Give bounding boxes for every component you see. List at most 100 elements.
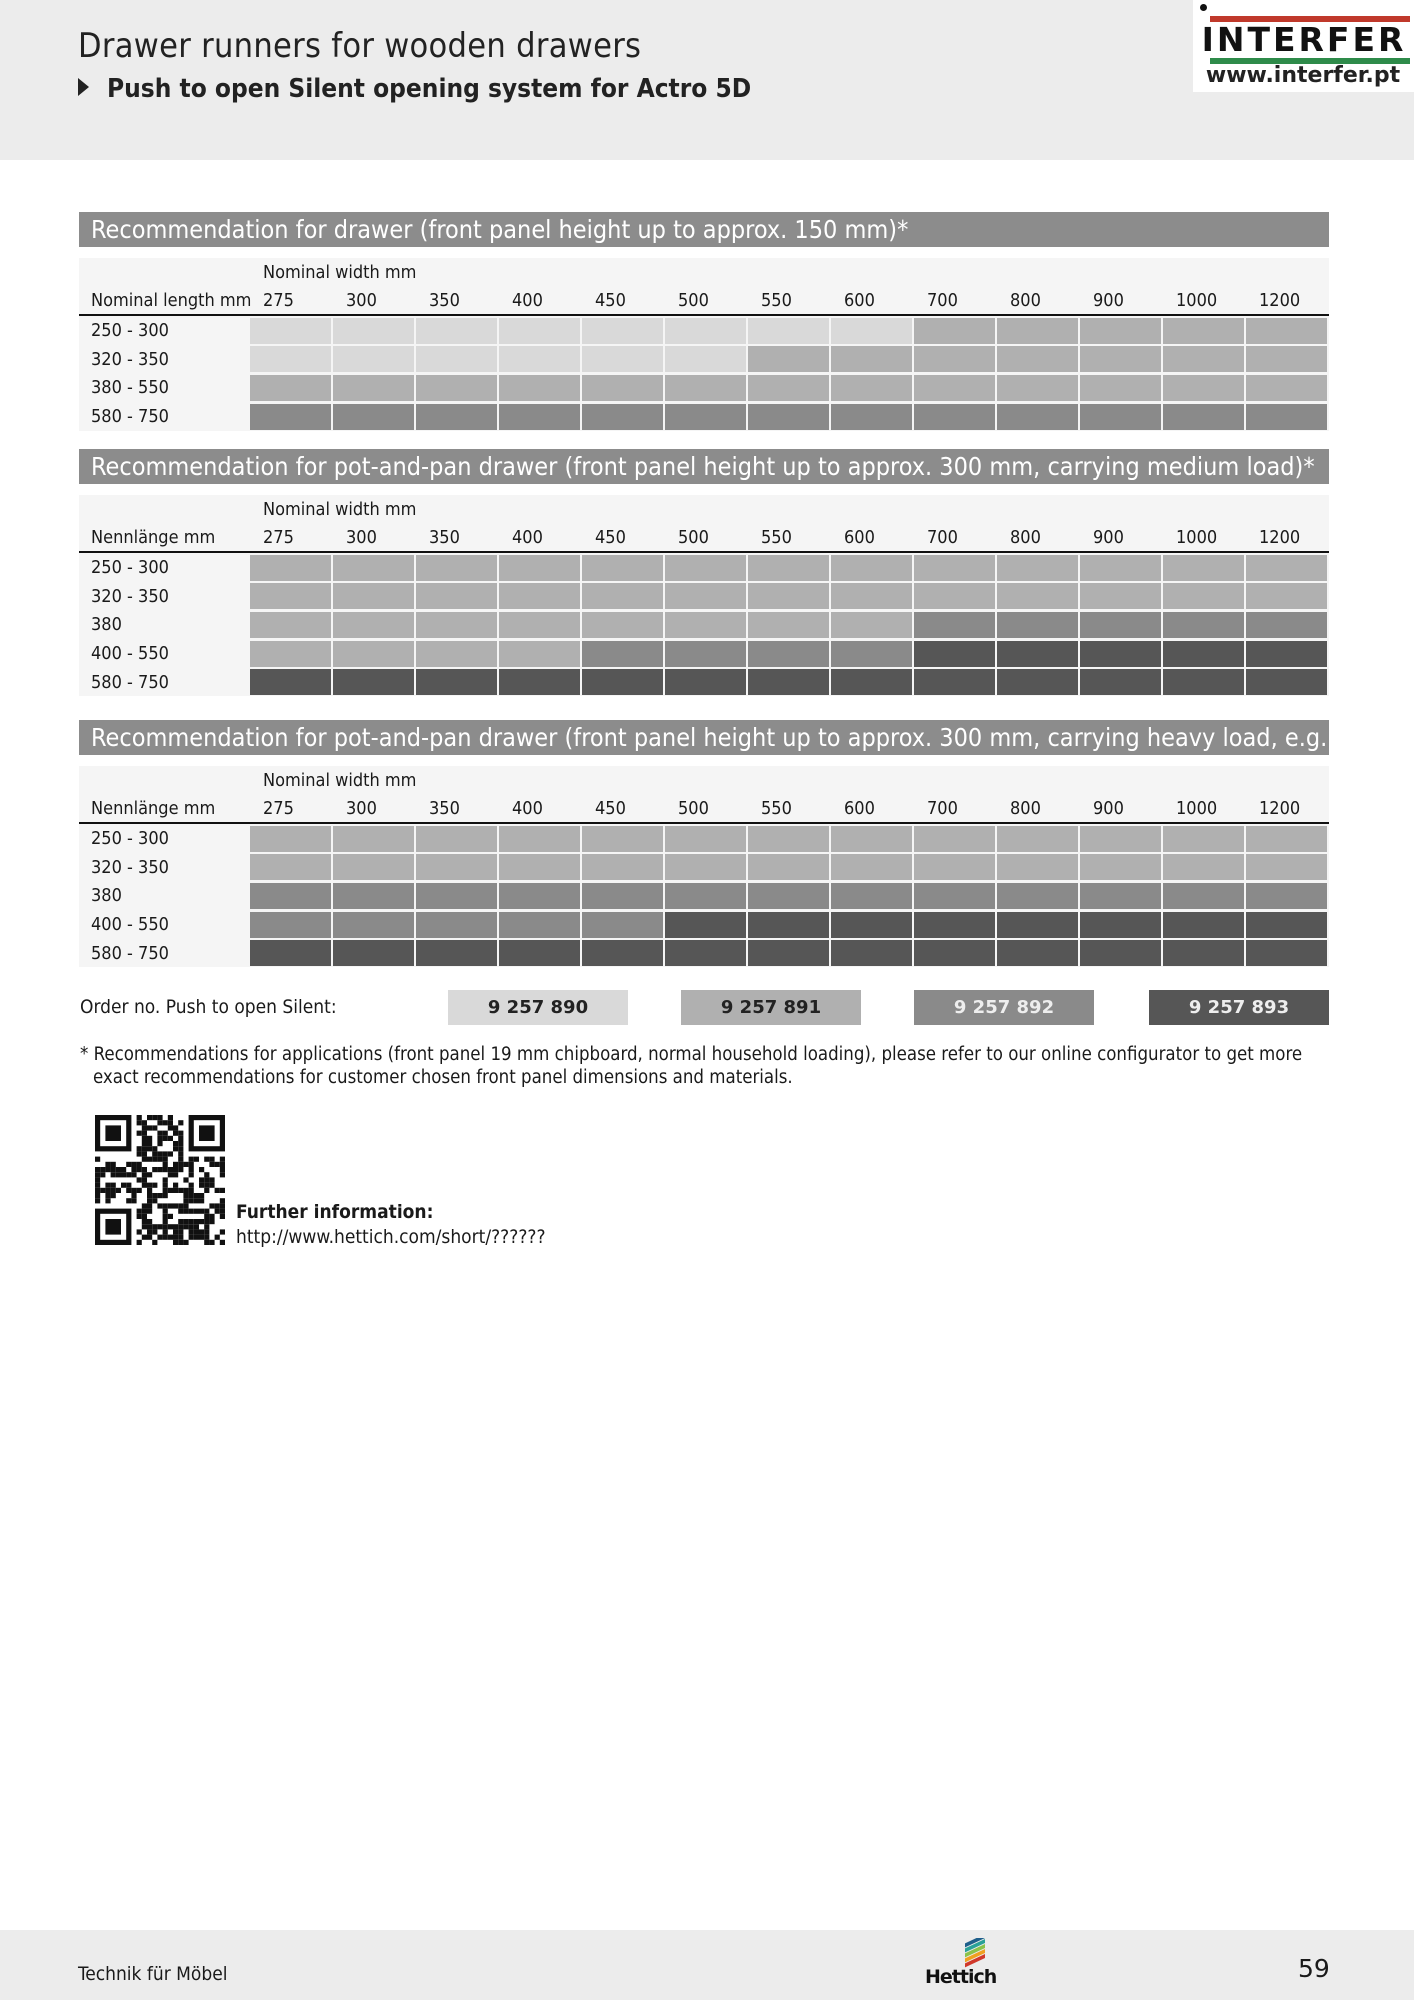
row-label: 250 - 300 [91,828,169,849]
recommendation-cell [997,403,1078,430]
recommendation-cell [665,374,746,401]
recommendation-cell [582,911,663,938]
column-header: 900 [1093,798,1124,819]
recommendation-cell [582,940,663,967]
recommendation-cell [1246,346,1327,373]
recommendation-cell [250,374,331,401]
recommendation-cell [914,854,995,881]
recommendation-cell [250,669,331,696]
recommendation-cell [1246,882,1327,909]
recommendation-cell [250,317,331,344]
recommendation-cell [997,882,1078,909]
column-header: 700 [927,290,958,311]
column-header: 900 [1093,290,1124,311]
recommendation-cell [250,403,331,430]
recommendation-cell [914,640,995,667]
recommendation-cell [416,374,497,401]
table-row: 320 - 350 [79,344,1329,374]
page-header: Drawer runners for wooden drawers Push t… [0,0,1414,160]
column-header: 500 [678,290,709,311]
recommendation-cell [416,854,497,881]
column-header: 900 [1093,527,1124,548]
column-header: 800 [1010,290,1041,311]
order-number-893: 9 257 893 [1149,990,1329,1025]
column-header: 300 [346,527,377,548]
column-header: 400 [512,527,543,548]
row-label: 250 - 300 [91,557,169,578]
length-label: Nominal length mm [91,290,252,311]
recommendation-cell [333,346,414,373]
recommendation-cell [665,882,746,909]
page-number: 59 [1298,1954,1330,1983]
column-header: 700 [927,798,958,819]
recommendation-cell [665,911,746,938]
recommendation-cell [499,403,580,430]
recommendation-cell [582,374,663,401]
qr-code[interactable] [95,1115,225,1245]
recommendation-cell [582,317,663,344]
recommendation-cell [997,317,1078,344]
recommendation-cell [582,583,663,610]
recommendation-cell [914,317,995,344]
recommendation-cell [914,911,995,938]
recommendation-cell [997,854,1078,881]
footer-tagline: Technik für Möbel [78,1963,228,1985]
length-label: Nennlänge mm [91,527,216,548]
recommendation-cell [831,882,912,909]
order-number-890: 9 257 890 [448,990,628,1025]
recommendation-cell [997,554,1078,581]
recommendation-cell [748,911,829,938]
table-row: 320 - 350 [79,581,1329,611]
recommendation-cell [1080,669,1161,696]
row-label: 250 - 300 [91,320,169,341]
recommendation-cell [748,882,829,909]
recommendation-cell [997,940,1078,967]
recommendation-cell [333,911,414,938]
table-row: 400 - 550 [79,910,1329,939]
table-row: 400 - 550 [79,639,1329,668]
recommendation-cell [1163,854,1244,881]
column-header: 800 [1010,527,1041,548]
further-info-link[interactable]: http://www.hettich.com/short/?????? [236,1226,546,1248]
recommendation-cell [333,317,414,344]
recommendation-cell [416,940,497,967]
recommendation-cell [1246,854,1327,881]
recommendation-cell [250,911,331,938]
recommendation-cell [499,554,580,581]
column-header: 1200 [1259,527,1301,548]
recommendation-cell [582,346,663,373]
recommendation-table: Recommendation for pot-and-pan drawer (f… [79,720,1329,968]
recommendation-cell [1163,640,1244,667]
column-header: 350 [429,290,460,311]
table-title: Recommendation for pot-and-pan drawer (f… [79,720,1329,755]
row-label: 580 - 750 [91,942,169,964]
recommendation-cell [831,854,912,881]
column-header: 700 [927,527,958,548]
triangle-right-icon [78,78,89,96]
table-row: 580 - 750 [79,938,1329,968]
recommendation-cell [499,374,580,401]
subtitle-text: Push to open Silent opening system for A… [107,74,752,104]
recommendation-cell [1080,640,1161,667]
recommendation-cell [914,611,995,638]
column-header: 550 [761,290,792,311]
recommendation-cell [1246,611,1327,638]
recommendation-cell [333,882,414,909]
recommendation-cell [665,403,746,430]
column-header: 550 [761,527,792,548]
recommendation-cell [1080,854,1161,881]
recommendation-cell [831,346,912,373]
recommendation-cell [914,403,995,430]
recommendation-cell [1163,669,1244,696]
recommendation-cell [499,940,580,967]
recommendation-cell [1246,317,1327,344]
recommendation-cell [748,854,829,881]
column-header: 275 [263,527,294,548]
further-information: Further information: http://www.hettich.… [236,1200,546,1250]
recommendation-cell [250,583,331,610]
recommendation-cell [1163,940,1244,967]
hettich-logo: Hettich [925,1938,997,1994]
recommendation-cell [1080,911,1161,938]
recommendation-cell [665,669,746,696]
row-label: 320 - 350 [91,856,169,878]
